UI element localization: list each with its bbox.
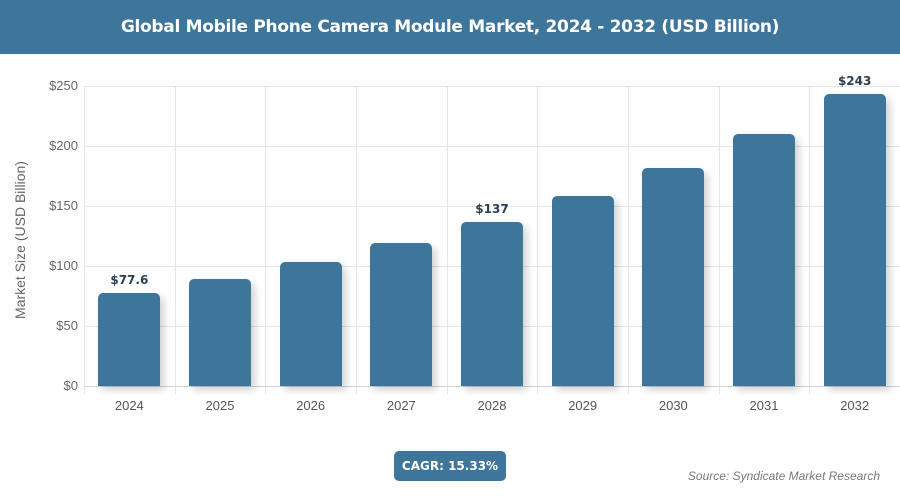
y-tick-label: $200 (49, 138, 78, 153)
source-note: Source: Syndicate Market Research (687, 469, 880, 483)
bar-2025 (189, 279, 251, 386)
x-tick-label: 2025 (205, 398, 235, 413)
bar-2030 (642, 167, 705, 386)
bar-2026 (279, 262, 342, 386)
y-axis-label: Market Size (USD Billion) (12, 161, 28, 319)
bar-2028 (461, 221, 523, 386)
y-tick-label: $250 (49, 78, 78, 93)
data-label: $243 (837, 74, 872, 89)
y-tick-label: $0 (63, 378, 78, 393)
gridline-horizontal (84, 206, 900, 207)
x-axis-line (84, 386, 900, 387)
data-label: $137 (475, 201, 509, 216)
gridline-vertical (174, 86, 176, 394)
gridline-vertical (356, 86, 357, 394)
gridline-horizontal (84, 86, 900, 87)
bar-2027 (370, 243, 433, 386)
x-tick-label: 2032 (840, 398, 870, 413)
y-tick-label: $150 (49, 198, 78, 213)
gridline-vertical (718, 86, 720, 394)
plot-area: $0 $50 $100 $150 $200 $250 2024 $77.6 2025 2026 20… (49, 74, 900, 413)
chart-title-banner: Global Mobile Phone Camera Module Market… (0, 0, 900, 54)
x-tick-label: 2027 (386, 398, 416, 413)
data-label: $77.6 (110, 272, 149, 287)
gridline-vertical (628, 86, 629, 394)
gridline-vertical (446, 86, 448, 394)
bar-2031 (733, 134, 795, 386)
cagr-badge: CAGR: 15.33% (394, 451, 506, 481)
bar-2032 (823, 94, 886, 386)
x-tick-label: 2024 (114, 398, 144, 413)
gridline-vertical (265, 86, 267, 394)
x-tick-label: 2026 (296, 398, 326, 413)
y-tick-label: $100 (49, 258, 78, 273)
y-tick-label: $50 (56, 318, 78, 333)
gridline-vertical (537, 86, 539, 394)
chart-title: Global Mobile Phone Camera Module Market… (120, 17, 780, 37)
gridline-vertical (809, 86, 811, 394)
x-tick-label: 2031 (749, 398, 779, 413)
x-tick-label: 2029 (568, 398, 598, 413)
bar-2029 (551, 196, 614, 386)
bar-2024 (98, 292, 161, 386)
gridline-horizontal (84, 146, 900, 147)
x-tick-label: 2028 (477, 398, 507, 413)
gridline-vertical (84, 86, 85, 394)
x-tick-label: 2030 (658, 398, 688, 413)
